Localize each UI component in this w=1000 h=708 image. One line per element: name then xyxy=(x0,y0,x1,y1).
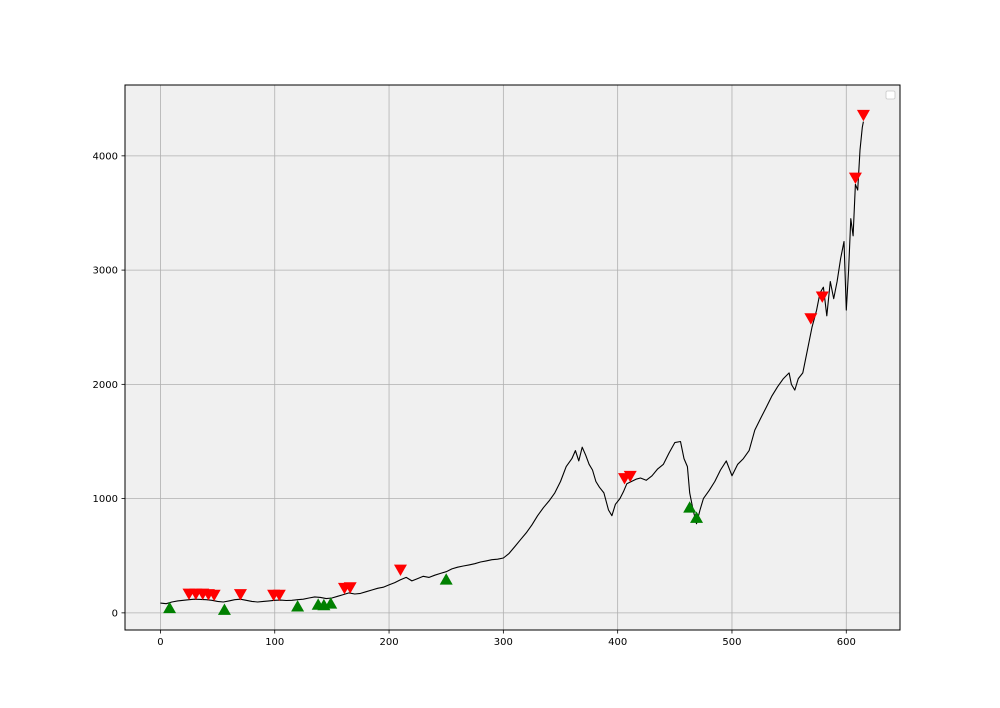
y-tick-label: 4000 xyxy=(93,151,118,162)
buy-signal-marker xyxy=(690,511,704,523)
price-line-series xyxy=(160,121,864,605)
plot-frame xyxy=(124,84,901,631)
grid xyxy=(125,85,900,630)
sell-signal-marker xyxy=(343,582,357,594)
sell-signal-marker xyxy=(393,564,407,576)
axis-ticks: 0 100 200 300 400 500 600 0 1000 2000 3000 4000 xyxy=(93,151,856,648)
sell-signal-marker xyxy=(272,589,286,602)
x-tick-label: 200 xyxy=(380,637,399,648)
buy-signal-marker xyxy=(324,597,338,609)
empty-legend-box xyxy=(885,90,896,100)
x-tick-label: 500 xyxy=(722,637,741,648)
sell-signal-marker xyxy=(815,291,829,303)
y-tick-label: 0 xyxy=(112,608,118,619)
x-tick-label: 0 xyxy=(157,637,163,648)
y-tick-label: 2000 xyxy=(93,380,118,391)
buy-signal-marker xyxy=(163,601,177,614)
price-line xyxy=(160,121,864,605)
sell-signal-marker xyxy=(848,172,862,185)
buy-signal-marker xyxy=(217,603,231,615)
buy-signal-marker xyxy=(683,501,697,513)
buy-signal-marker xyxy=(291,600,305,612)
buy-signal-marker xyxy=(439,573,453,585)
x-tick-label: 600 xyxy=(837,637,856,648)
x-tick-label: 100 xyxy=(265,637,284,648)
sell-signal-marker xyxy=(804,313,818,325)
x-tick-label: 400 xyxy=(608,637,627,648)
sell-signal-marker xyxy=(207,589,221,602)
sell-signal-marker xyxy=(623,470,637,483)
y-tick-label: 3000 xyxy=(93,266,118,277)
signal-markers xyxy=(163,109,870,615)
plot-area xyxy=(125,85,900,630)
sell-signal-marker xyxy=(233,589,247,601)
x-tick-label: 300 xyxy=(494,637,513,648)
sell-signal-marker xyxy=(856,109,870,122)
y-tick-label: 1000 xyxy=(93,494,118,505)
